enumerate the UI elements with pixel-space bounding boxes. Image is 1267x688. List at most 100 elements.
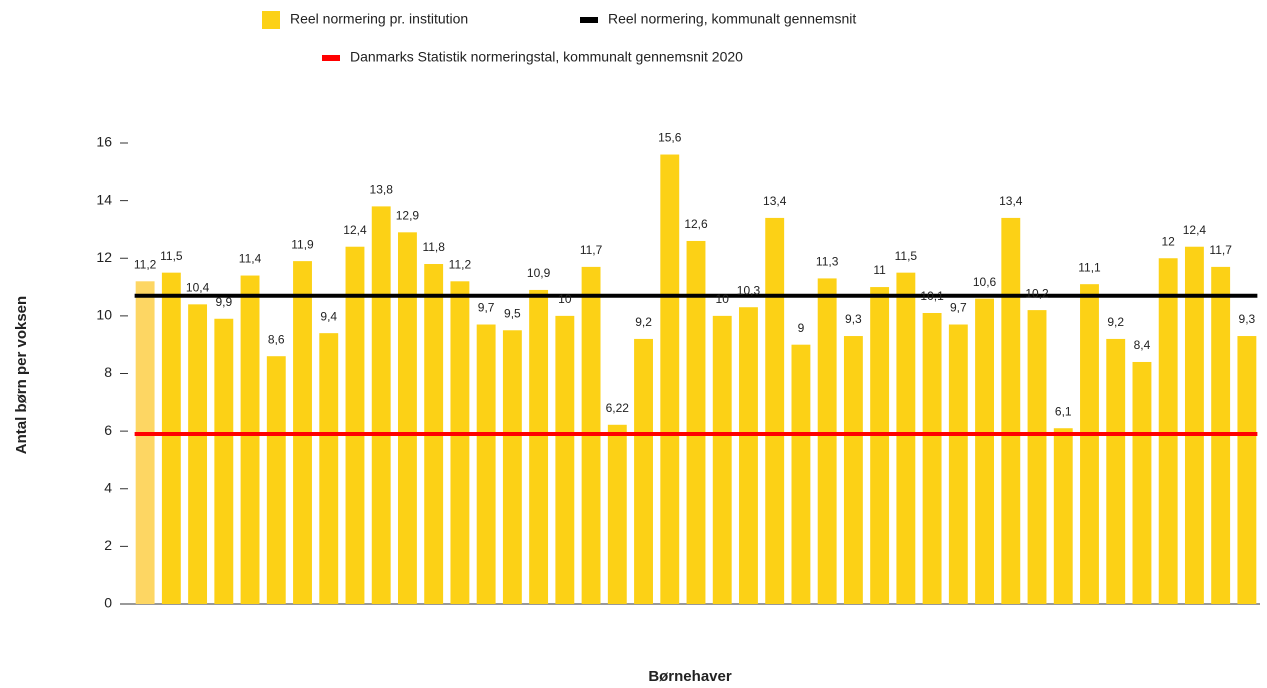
data-label: 11,2 <box>449 257 472 271</box>
bar <box>1053 428 1073 604</box>
data-label: 11,1 <box>1078 260 1101 274</box>
data-label: 11,3 <box>816 255 839 269</box>
legend-label: Danmarks Statistik normeringstal, kommun… <box>350 49 743 65</box>
bar <box>1158 258 1178 604</box>
data-label: 15,6 <box>658 131 682 145</box>
y-tick-label: 16 <box>96 134 112 150</box>
bar <box>739 307 758 604</box>
bar <box>1027 310 1047 604</box>
data-label: 9,5 <box>504 306 521 320</box>
legend-swatch <box>322 55 340 61</box>
data-label: 11 <box>873 263 886 277</box>
data-label: 11,9 <box>291 237 314 251</box>
bar <box>948 324 968 604</box>
bar <box>607 424 627 604</box>
bar <box>1080 284 1099 604</box>
data-label: 8,6 <box>268 332 285 346</box>
bar <box>161 272 181 604</box>
data-label: 12,4 <box>343 223 367 237</box>
data-label: 6,1 <box>1055 404 1072 418</box>
bar <box>135 281 155 604</box>
data-label: 11,2 <box>134 257 157 271</box>
data-label: 10,3 <box>737 283 761 297</box>
data-label: 10,6 <box>973 275 997 289</box>
data-label: 9,7 <box>950 301 967 315</box>
bar <box>1184 246 1204 604</box>
data-label: 9 <box>798 321 805 335</box>
bar <box>791 344 811 604</box>
data-label: 11,7 <box>1209 243 1232 257</box>
data-label: 12,6 <box>684 217 708 231</box>
data-label: 12,9 <box>396 208 420 222</box>
bar <box>450 281 470 604</box>
data-label: 10,2 <box>1025 286 1049 300</box>
data-label: 9,3 <box>1239 312 1256 326</box>
bar <box>634 338 653 604</box>
data-label: 9,3 <box>845 312 862 326</box>
bar <box>371 206 391 604</box>
y-tick-label: 6 <box>104 422 112 438</box>
data-label: 6,22 <box>606 401 630 415</box>
data-label: 11,5 <box>895 249 918 263</box>
bar <box>1132 361 1152 604</box>
data-label: 9,7 <box>478 301 495 315</box>
data-label: 10 <box>716 292 730 306</box>
bar <box>1106 338 1126 604</box>
bar <box>529 289 549 604</box>
bar <box>712 315 732 604</box>
bar <box>240 275 260 604</box>
data-label: 13,4 <box>999 194 1023 208</box>
bar <box>843 336 863 604</box>
y-tick-label: 2 <box>104 537 112 553</box>
data-label: 9,9 <box>215 295 232 309</box>
data-label: 9,2 <box>1107 315 1124 329</box>
data-label: 10,9 <box>527 266 551 280</box>
data-label: 9,4 <box>320 309 337 323</box>
bar <box>1237 336 1257 604</box>
bar <box>266 356 286 604</box>
data-label: 11,7 <box>580 243 603 257</box>
data-label: 12,4 <box>1183 223 1207 237</box>
legend-label: Reel normering, kommunalt gennemsnit <box>608 11 856 27</box>
data-label: 13,8 <box>370 183 394 197</box>
bar <box>870 287 890 604</box>
data-label: 11,4 <box>239 252 262 266</box>
y-tick-label: 14 <box>96 191 112 207</box>
bar <box>502 330 522 604</box>
y-tick-label: 12 <box>96 249 112 265</box>
bar <box>188 304 208 604</box>
bar <box>476 324 496 604</box>
y-axis-label: Antal børn per voksen <box>13 296 30 454</box>
data-label: 11,5 <box>160 249 183 263</box>
bar <box>345 246 365 604</box>
data-label: 8,4 <box>1134 338 1151 352</box>
legend-swatch <box>580 17 598 23</box>
bar <box>896 272 916 604</box>
data-label: 9,2 <box>635 315 652 329</box>
bar <box>397 232 417 604</box>
x-axis-label: Børnehaver <box>648 668 732 685</box>
bar <box>817 278 837 604</box>
bar <box>975 298 995 604</box>
bar <box>1001 217 1021 604</box>
y-tick-label: 0 <box>104 595 112 611</box>
bar <box>686 240 706 604</box>
y-tick-label: 10 <box>96 307 112 323</box>
data-label: 10,4 <box>186 281 210 295</box>
bar <box>765 217 785 604</box>
bar <box>319 333 339 604</box>
bar <box>214 318 234 604</box>
y-tick-label: 8 <box>104 364 112 380</box>
bar <box>555 315 575 604</box>
bar <box>660 154 680 604</box>
data-label: 10,1 <box>920 289 944 303</box>
data-label: 13,4 <box>763 194 787 208</box>
data-label: 12 <box>1162 234 1176 248</box>
bar <box>922 312 942 604</box>
legend-label: Reel normering pr. institution <box>290 11 468 27</box>
y-tick-label: 4 <box>104 479 112 495</box>
legend-swatch <box>262 11 280 29</box>
data-label: 11,8 <box>422 240 445 254</box>
data-label: 10 <box>558 292 572 306</box>
